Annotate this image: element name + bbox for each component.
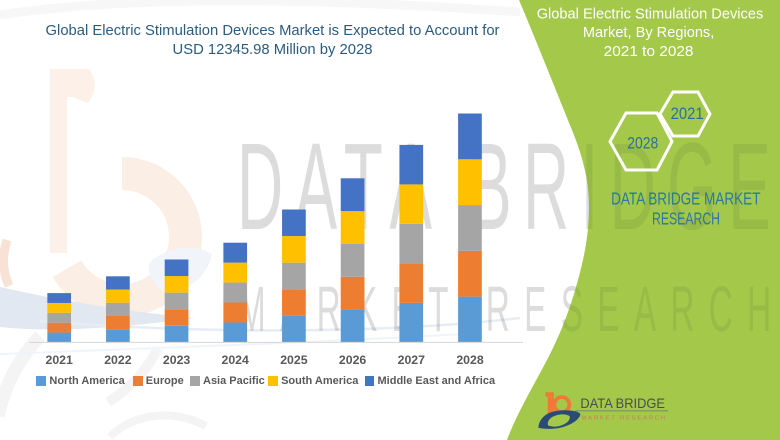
svg-text:DATA BRIDGE: DATA BRIDGE [580, 395, 665, 411]
svg-text:RESEARCH: RESEARCH [652, 208, 720, 228]
svg-text:DATA BRIDGE MARKET: DATA BRIDGE MARKET [611, 189, 761, 209]
svg-text:2028: 2028 [627, 134, 658, 153]
svg-text:Global Electric Stimulation De: Global Electric Stimulation Devices [537, 5, 764, 22]
svg-text:2021 to 2028: 2021 to 2028 [604, 43, 694, 60]
svg-text:MARKET RESEARCH: MARKET RESEARCH [582, 415, 666, 421]
svg-text:2021: 2021 [671, 104, 704, 123]
svg-text:Market, By Regions,: Market, By Regions, [583, 24, 714, 41]
